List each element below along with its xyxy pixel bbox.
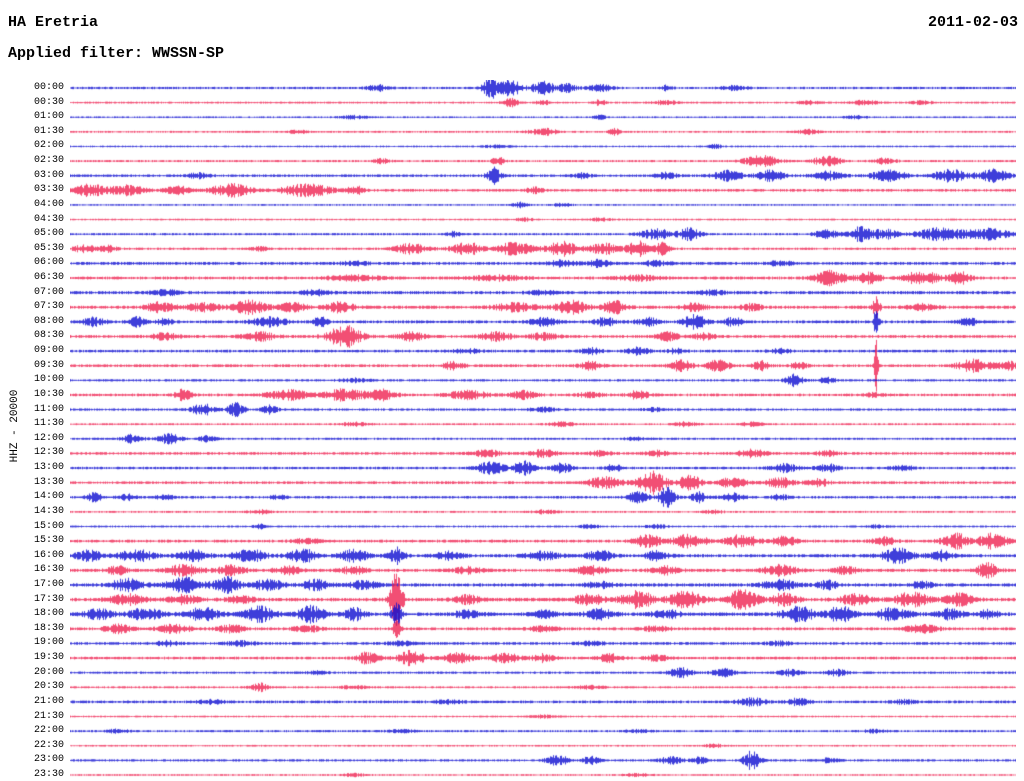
time-label: 13:00 [33, 462, 64, 474]
time-label: 05:30 [33, 242, 64, 254]
time-label: 12:00 [33, 432, 64, 444]
time-label: 09:30 [33, 359, 64, 371]
time-label: 10:00 [33, 374, 64, 386]
time-label: 01:30 [33, 125, 64, 137]
time-label: 18:00 [33, 608, 64, 620]
time-label: 12:30 [33, 447, 64, 459]
time-label: 02:00 [33, 140, 64, 152]
time-label: 23:00 [33, 754, 64, 766]
time-label: 14:30 [33, 505, 64, 517]
filter-label: Applied filter: WWSSN-SP [8, 45, 225, 62]
time-label: 05:00 [33, 228, 64, 240]
time-label: 13:30 [33, 476, 64, 488]
time-label: 09:00 [33, 345, 64, 357]
time-label: 01:00 [33, 111, 64, 123]
time-label: 00:30 [33, 96, 64, 108]
time-label: 15:00 [33, 520, 64, 532]
time-label: 07:30 [33, 301, 64, 313]
time-label: 17:00 [33, 578, 64, 590]
channel-scale-label: HHZ - 20000 [9, 389, 21, 463]
time-label: 21:00 [33, 695, 64, 707]
time-label: 06:30 [33, 272, 64, 284]
time-label: 10:30 [33, 388, 64, 400]
time-label: 22:30 [33, 739, 64, 751]
time-label: 07:00 [33, 286, 64, 298]
time-label: 16:00 [33, 549, 64, 561]
time-label: 20:00 [33, 666, 64, 678]
time-label: 08:00 [33, 315, 64, 327]
time-label: 14:00 [33, 491, 64, 503]
time-label: 21:30 [33, 710, 64, 722]
time-label: 00:00 [33, 82, 64, 93]
time-label: 03:30 [33, 184, 64, 196]
time-label: 03:00 [33, 169, 64, 181]
time-label: 19:30 [33, 652, 64, 664]
time-label: 04:30 [33, 213, 64, 225]
time-label: 18:30 [33, 622, 64, 634]
helicorder-canvas [70, 80, 1016, 780]
time-label: 17:30 [33, 593, 64, 605]
time-label: 08:30 [33, 330, 64, 342]
time-label: 22:00 [33, 725, 64, 737]
time-label: 04:00 [33, 198, 64, 210]
time-label: 16:30 [33, 564, 64, 576]
time-label: 19:00 [33, 637, 64, 649]
plot-date: 2011-02-03 [927, 14, 1018, 31]
time-label: 23:30 [33, 769, 64, 780]
time-label: 11:30 [33, 418, 64, 430]
time-label: 20:30 [33, 681, 64, 693]
time-label: 11:00 [33, 403, 64, 415]
time-label: 02:30 [33, 155, 64, 167]
time-label: 15:30 [33, 535, 64, 547]
time-label: 06:00 [33, 257, 64, 269]
station-title: HA Eretria [8, 14, 99, 31]
